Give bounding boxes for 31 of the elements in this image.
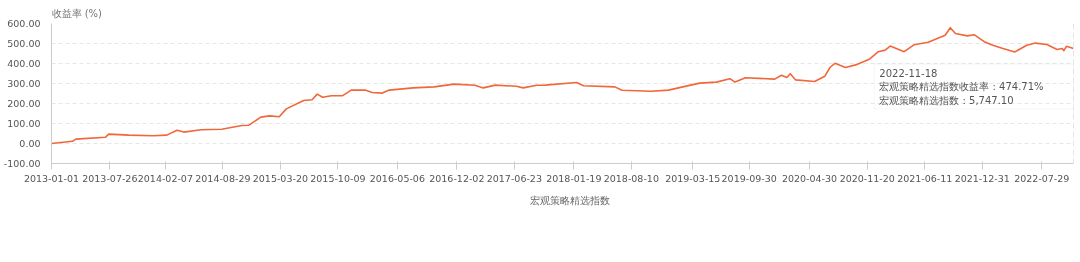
- text: 宏观策略精选指数: [530, 194, 610, 208]
- y-tick-label: 100.00: [7, 118, 41, 129]
- x-tick-label: 2015-10-09: [310, 172, 366, 184]
- x-tick-label: 2016-05-06: [369, 172, 425, 184]
- x-tick-label: 2015-03-20: [252, 172, 308, 184]
- x-tick-label: 2018-01-19: [546, 172, 602, 184]
- x-tick-label: 2019-09-30: [721, 172, 777, 184]
- y-tick-label: 200.00: [7, 98, 41, 109]
- x-tick-label: 2019-03-15: [665, 172, 721, 184]
- y-axis-title: 收益率 (%): [51, 7, 103, 19]
- x-tick-label: 2020-11-20: [839, 172, 895, 184]
- annotation: 2022-11-18: [879, 67, 938, 79]
- y-tick-label: -100.00: [3, 158, 41, 169]
- x-tick-label: 2020-04-30: [781, 172, 838, 184]
- y-tick-label: 0.00: [19, 138, 41, 149]
- x-tick-label: 2016-12-02: [429, 172, 485, 184]
- x-tick-label: 2013-07-26: [82, 172, 138, 184]
- annotation: 宏观策略精选指数收益率 : 474.71%: [879, 81, 1044, 92]
- x-tick-label: 2013-01-01: [23, 172, 80, 184]
- x-tick-label: 2014-08-29: [195, 172, 251, 184]
- annotation: 宏观策略精选指数 : 5,747.10: [879, 95, 1014, 106]
- y-tick-label: 500.00: [7, 38, 41, 49]
- x-tick-label: 2014-02-07: [137, 172, 193, 184]
- y-tick-label: 300.00: [7, 78, 41, 89]
- x-tick-label: 2021-12-31: [954, 172, 1010, 184]
- x-tick-label: 2017-06-23: [486, 172, 542, 184]
- x-tick-label: 2022-07-29: [1014, 172, 1070, 184]
- x-tick-label: 2018-08-10: [603, 172, 659, 184]
- y-tick-label: 600.00: [7, 18, 41, 29]
- y-tick-label: 400.00: [7, 58, 41, 69]
- x-tick-label: 2021-06-11: [897, 172, 953, 184]
